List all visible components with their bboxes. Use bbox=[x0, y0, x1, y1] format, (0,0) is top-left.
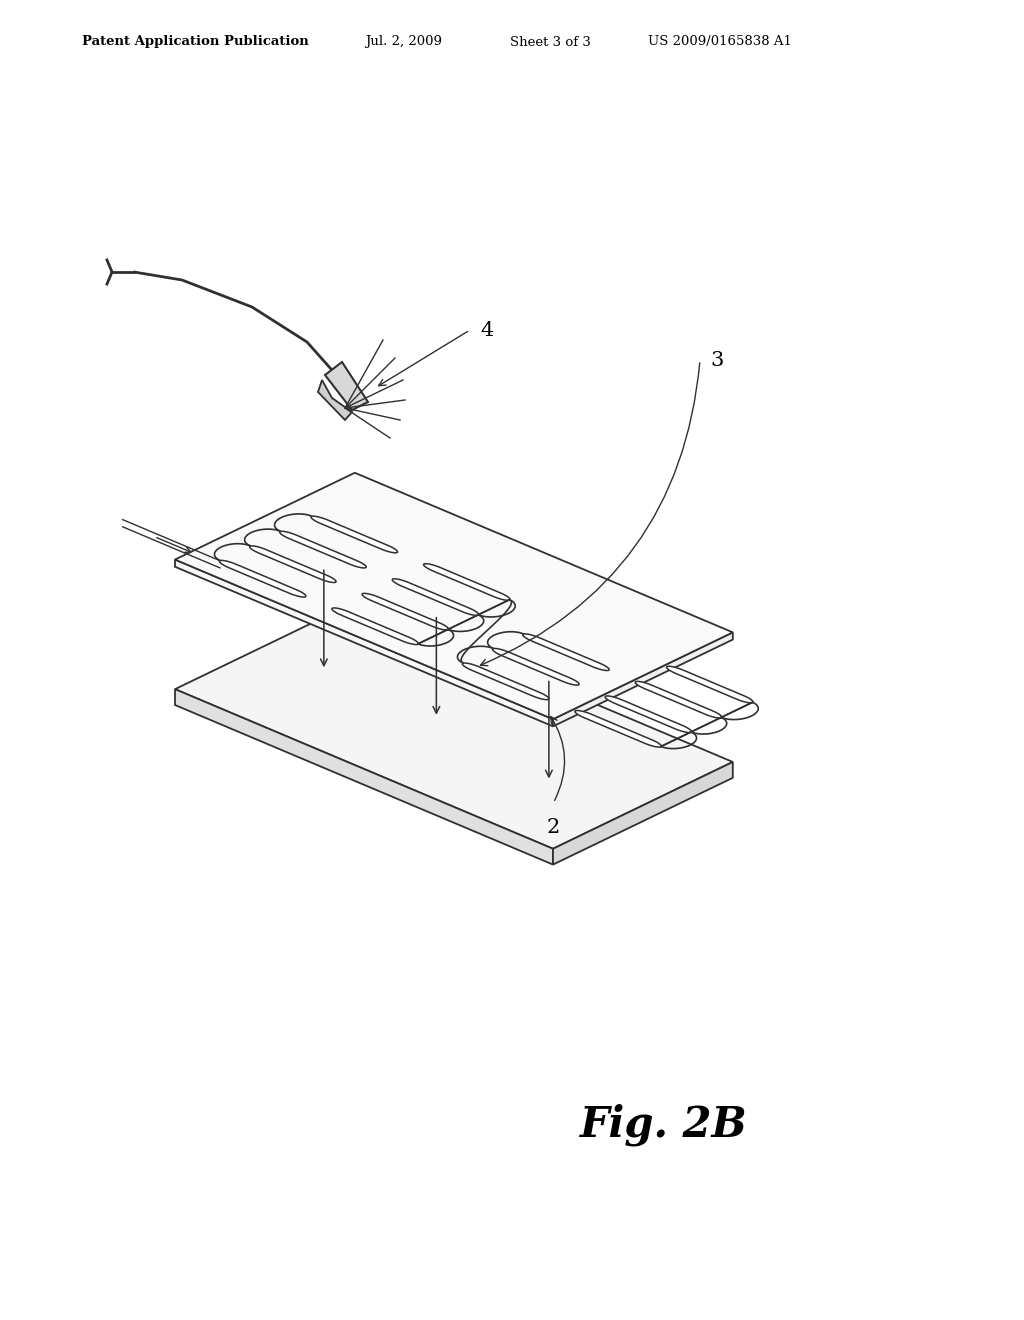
Polygon shape bbox=[318, 380, 352, 420]
Polygon shape bbox=[362, 594, 449, 630]
Polygon shape bbox=[463, 663, 549, 700]
Text: 4: 4 bbox=[480, 321, 494, 339]
Text: Patent Application Publication: Patent Application Publication bbox=[82, 36, 309, 49]
Polygon shape bbox=[332, 609, 419, 644]
Polygon shape bbox=[553, 762, 733, 865]
Polygon shape bbox=[175, 560, 553, 726]
Polygon shape bbox=[250, 546, 336, 582]
Polygon shape bbox=[175, 473, 733, 719]
Polygon shape bbox=[392, 578, 479, 615]
Polygon shape bbox=[311, 516, 397, 553]
Polygon shape bbox=[424, 564, 510, 601]
Polygon shape bbox=[605, 696, 691, 733]
Polygon shape bbox=[574, 710, 662, 747]
Polygon shape bbox=[667, 667, 753, 704]
Text: 3: 3 bbox=[710, 351, 723, 370]
Polygon shape bbox=[635, 681, 722, 718]
Text: Sheet 3 of 3: Sheet 3 of 3 bbox=[510, 36, 591, 49]
Polygon shape bbox=[325, 362, 368, 411]
Polygon shape bbox=[493, 648, 580, 685]
Text: 2: 2 bbox=[547, 818, 560, 837]
Polygon shape bbox=[219, 561, 306, 597]
Text: US 2009/0165838 A1: US 2009/0165838 A1 bbox=[648, 36, 792, 49]
Polygon shape bbox=[553, 632, 733, 726]
Text: Jul. 2, 2009: Jul. 2, 2009 bbox=[365, 36, 442, 49]
Text: Fig. 2B: Fig. 2B bbox=[580, 1104, 748, 1146]
Polygon shape bbox=[522, 634, 609, 671]
Polygon shape bbox=[280, 531, 367, 568]
Polygon shape bbox=[175, 689, 553, 865]
Polygon shape bbox=[175, 602, 733, 849]
